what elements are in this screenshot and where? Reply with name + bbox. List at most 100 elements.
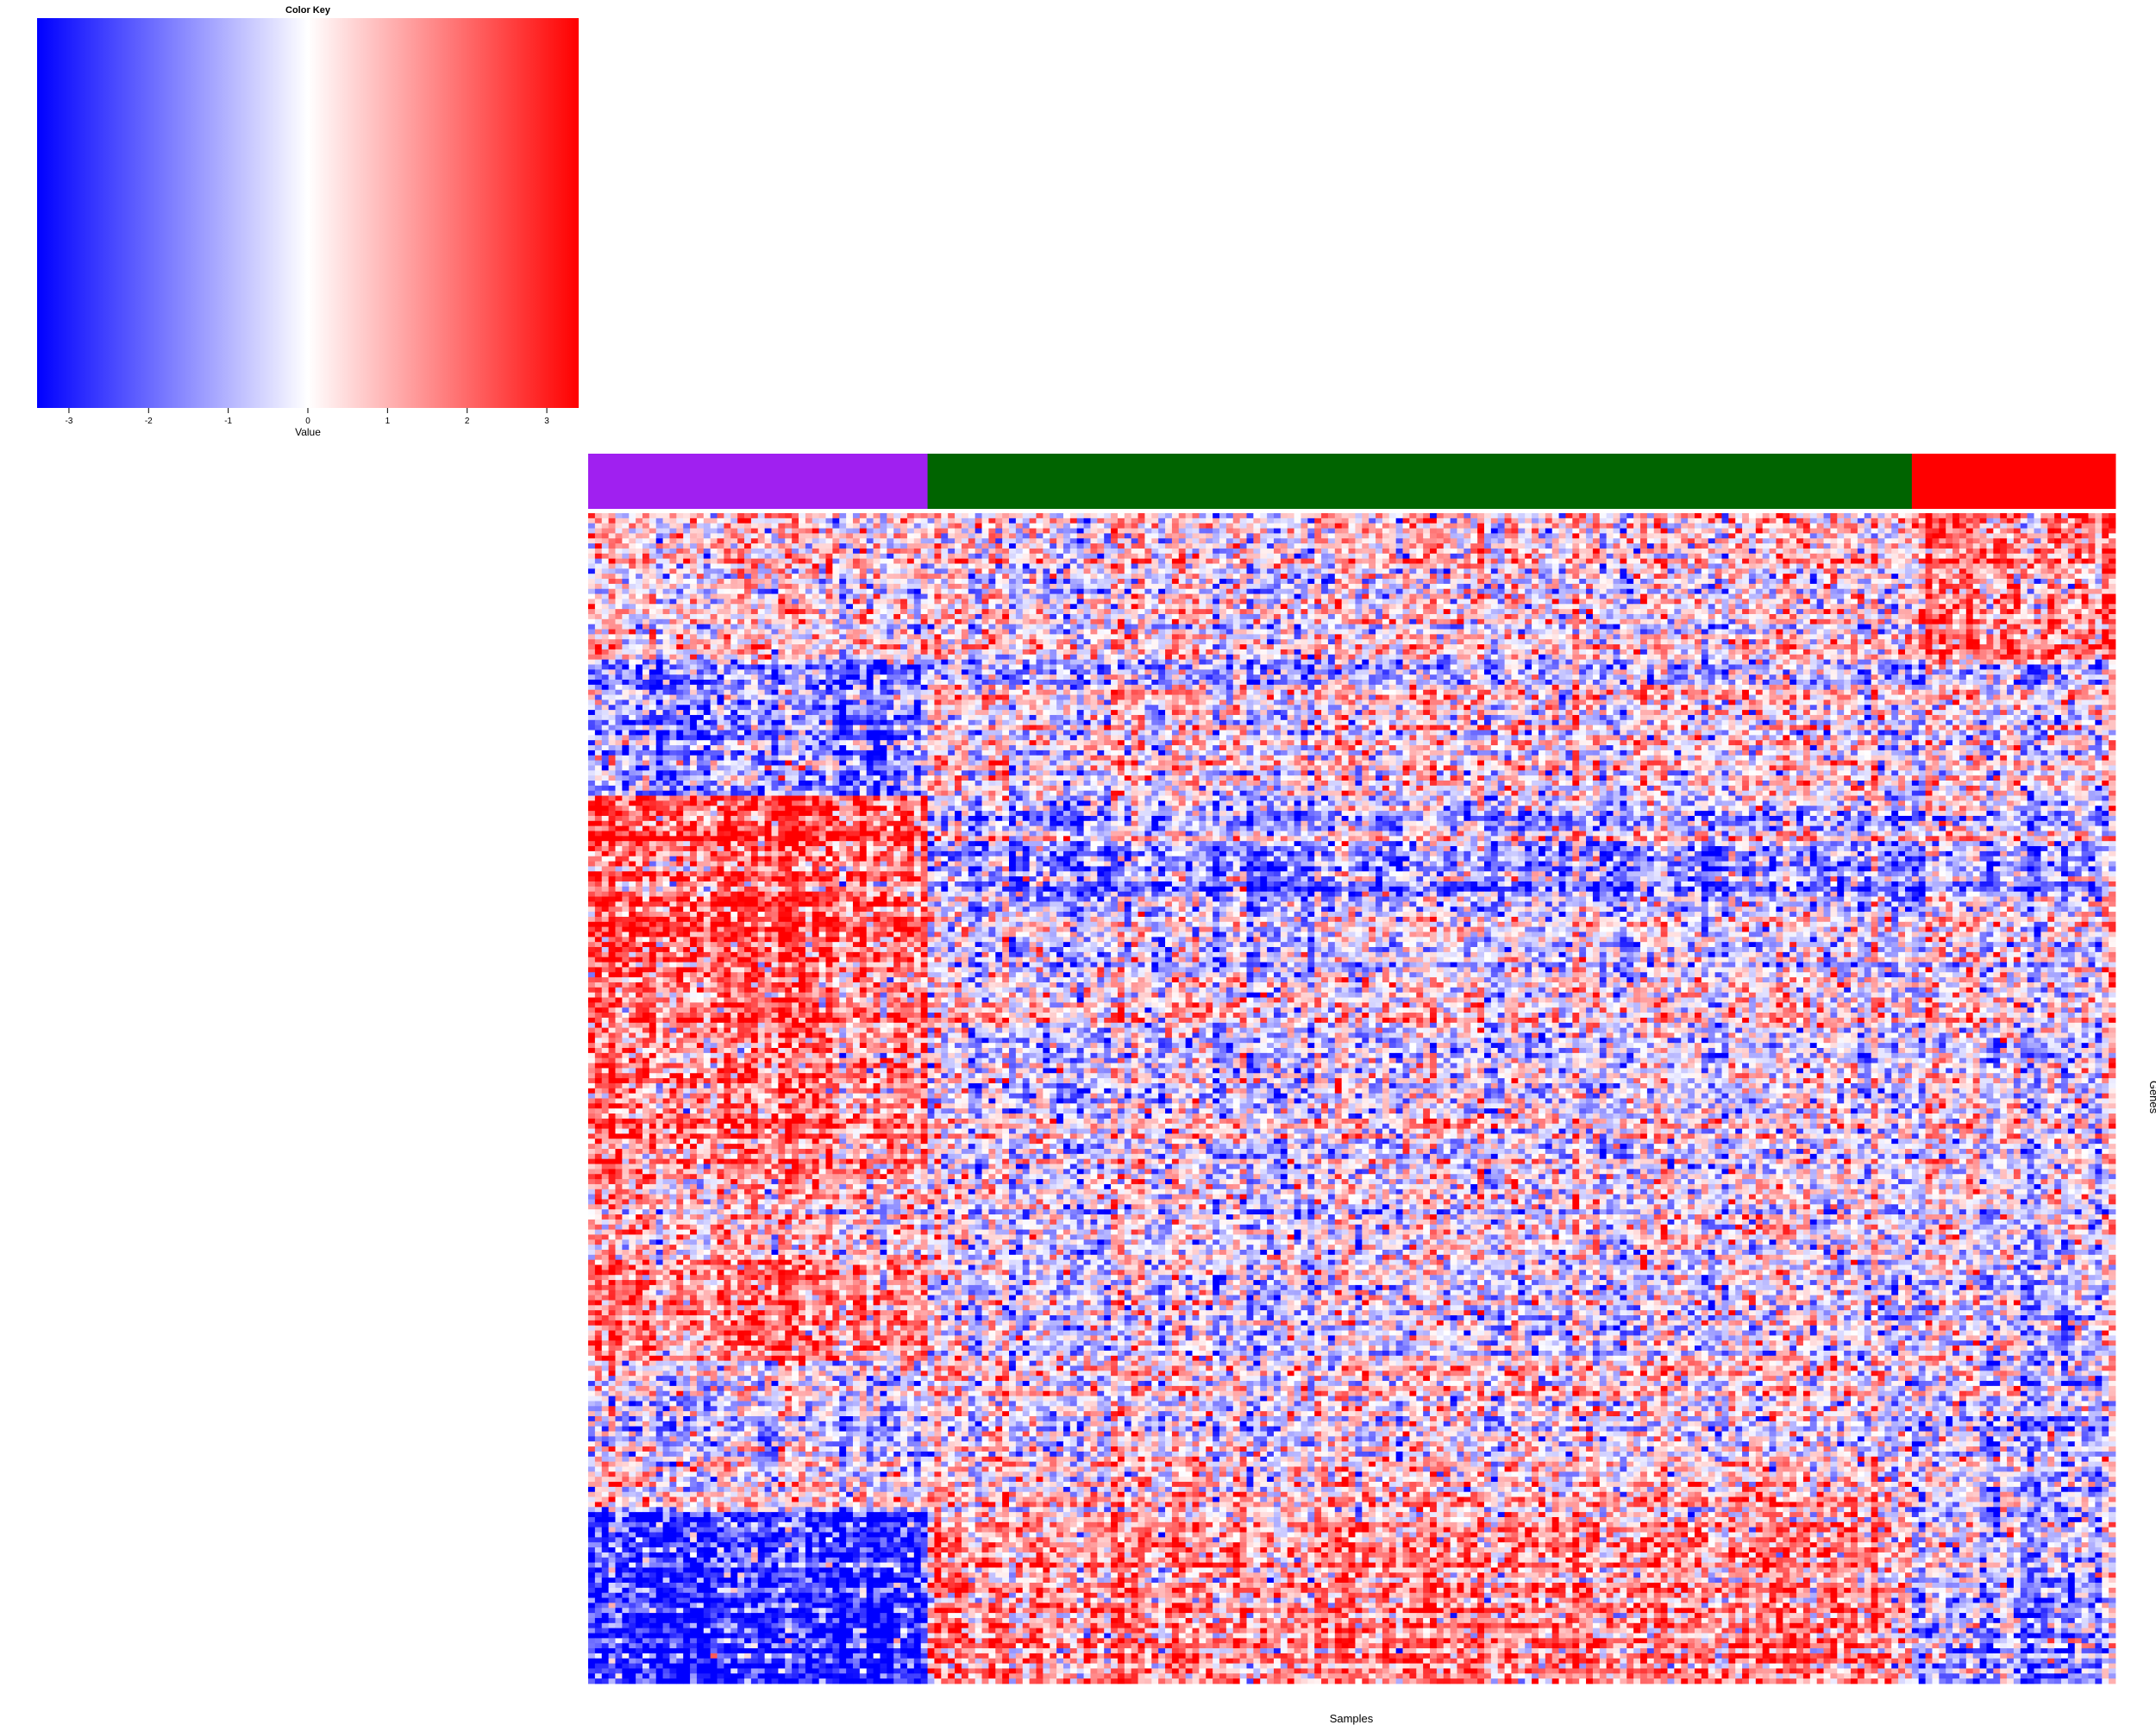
heatmap-cell: [704, 529, 711, 534]
heatmap-cell: [1063, 574, 1070, 579]
heatmap-cell: [1199, 538, 1206, 543]
heatmap-cell: [907, 568, 914, 574]
heatmap-cell: [1633, 543, 1640, 549]
heatmap-cell: [676, 529, 683, 534]
heatmap-cell: [1294, 513, 1301, 518]
heatmap-cell: [1770, 518, 1777, 524]
heatmap-cell: [893, 574, 900, 579]
heatmap-cell: [1661, 554, 1668, 559]
heatmap-cell: [1966, 529, 1973, 534]
heatmap-cell: [1050, 554, 1056, 559]
heatmap-cell: [1294, 574, 1301, 579]
heatmap-cell: [1382, 563, 1389, 568]
heatmap-cell: [2102, 563, 2109, 568]
heatmap-cell: [1484, 568, 1491, 574]
heatmap-cell: [1532, 574, 1539, 579]
heatmap-cell: [2095, 533, 2102, 538]
heatmap-cell: [1300, 529, 1307, 534]
heatmap-cell: [2089, 524, 2096, 529]
heatmap-cell: [1097, 513, 1104, 518]
heatmap-cell: [900, 559, 907, 564]
heatmap-cell: [649, 533, 656, 538]
heatmap-cell: [622, 574, 629, 579]
heatmap-cell: [1138, 524, 1145, 529]
heatmap-cell: [1878, 559, 1885, 564]
heatmap-cell: [1688, 513, 1695, 518]
heatmap-cell: [1742, 538, 1749, 543]
heatmap-cell: [1939, 554, 1946, 559]
heatmap-cell: [1796, 554, 1803, 559]
heatmap-cell: [602, 549, 609, 554]
heatmap-cell: [1640, 538, 1647, 543]
heatmap-cell: [2075, 533, 2082, 538]
heatmap-cell: [1430, 563, 1437, 568]
heatmap-cell: [1505, 533, 1512, 538]
heatmap-cell: [825, 549, 832, 554]
heatmap-cell: [1980, 543, 1987, 549]
heatmap-cell: [751, 533, 758, 538]
heatmap-cell: [1593, 549, 1600, 554]
heatmap-cell: [1077, 574, 1084, 579]
heatmap-cell: [2082, 559, 2089, 564]
heatmap-cell: [1545, 574, 1552, 579]
heatmap-cell: [1274, 529, 1281, 534]
heatmap-cell: [1036, 524, 1043, 529]
heatmap-cell: [1640, 518, 1647, 524]
heatmap-cell: [1491, 518, 1498, 524]
heatmap-cell: [2075, 554, 2082, 559]
heatmap-cell: [1451, 533, 1457, 538]
heatmap-cell: [663, 563, 670, 568]
heatmap-cell: [995, 533, 1002, 538]
heatmap-cell: [1416, 538, 1423, 543]
heatmap-cell: [1179, 513, 1186, 518]
heatmap-cell: [1307, 513, 1314, 518]
heatmap-cell: [1552, 568, 1559, 574]
heatmap-cell: [1043, 563, 1050, 568]
heatmap-cell: [1043, 554, 1050, 559]
heatmap-cell: [1532, 524, 1539, 529]
heatmap-cell: [1470, 518, 1477, 524]
heatmap-cell: [968, 574, 975, 579]
heatmap-cell: [805, 524, 812, 529]
heatmap-cell: [683, 538, 690, 543]
heatmap-cell: [1763, 524, 1770, 529]
color-key-tick-label: 2: [465, 417, 470, 426]
heatmap-cell: [1749, 554, 1756, 559]
heatmap-cell: [1016, 529, 1023, 534]
heatmap-cell: [602, 518, 609, 524]
heatmap-cell: [1274, 574, 1281, 579]
heatmap-cell: [1179, 568, 1186, 574]
heatmap-cell: [2054, 559, 2061, 564]
heatmap-cell: [955, 524, 962, 529]
heatmap-cell: [900, 554, 907, 559]
heatmap-cell: [1118, 549, 1125, 554]
heatmap-cell: [1858, 549, 1865, 554]
heatmap-cell: [1043, 513, 1050, 518]
heatmap-cell: [1294, 568, 1301, 574]
heatmap-cell: [819, 554, 826, 559]
heatmap-cell: [1253, 554, 1260, 559]
heatmap-cell: [1240, 524, 1247, 529]
heatmap-cell: [1647, 538, 1654, 543]
heatmap-cell: [893, 563, 900, 568]
heatmap-cell: [724, 568, 730, 574]
heatmap-cell: [642, 563, 649, 568]
heatmap-cell: [602, 563, 609, 568]
heatmap-cell: [1416, 559, 1423, 564]
heatmap-cell: [2000, 524, 2007, 529]
heatmap-cell: [785, 524, 792, 529]
heatmap-cell: [1518, 559, 1525, 564]
heatmap-cell: [758, 529, 765, 534]
heatmap-cell: [1186, 574, 1193, 579]
heatmap-cell: [1179, 529, 1186, 534]
heatmap-cell: [1349, 568, 1356, 574]
heatmap-cell: [1810, 524, 1817, 529]
heatmap-cell: [1300, 554, 1307, 559]
heatmap-cell: [2095, 518, 2102, 524]
heatmap-cell: [1647, 533, 1654, 538]
heatmap-cell: [988, 559, 995, 564]
heatmap-cell: [1926, 513, 1933, 518]
heatmap-cell: [772, 533, 779, 538]
heatmap-cell: [982, 513, 989, 518]
heatmap-cell: [799, 538, 805, 543]
